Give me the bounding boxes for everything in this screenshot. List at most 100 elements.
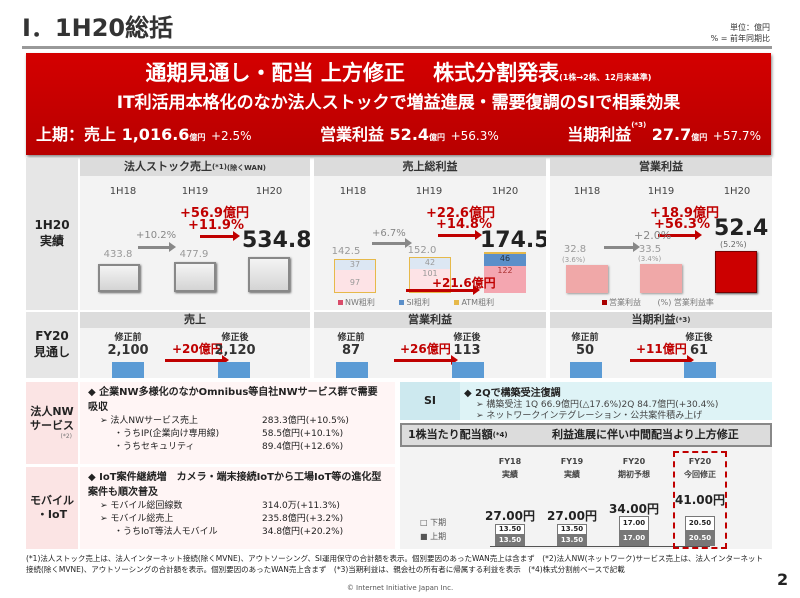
- after-value: 113: [453, 343, 481, 358]
- forecast-arrow: [394, 355, 458, 365]
- diff-amount: +22.6億円: [426, 206, 495, 221]
- row-label-1h20: 1H20 実績: [26, 158, 78, 310]
- diff-amount: +18.9億円: [650, 206, 719, 221]
- kpi-operating-profit: 営業利益 52.4億円 +56.3%: [319, 125, 499, 144]
- forecast-diff: +26億円: [400, 342, 451, 356]
- bar-value: 33.5: [638, 244, 662, 255]
- margin-value: (3.4%): [638, 255, 662, 263]
- after-label: 修正後: [221, 333, 249, 343]
- stacked-bar-1h20: 46 122: [484, 252, 526, 293]
- bar-value: 152.0: [407, 245, 437, 256]
- diff-pct: +14.8%: [436, 217, 492, 232]
- nw-segment: 101: [422, 269, 438, 278]
- before-value: 50: [575, 343, 595, 358]
- si-box: SI ◆ 2Qで構築受注復調 ➢ 構築受注 1Q 66.9億円(△17.6%)2…: [400, 382, 772, 421]
- nw-segment: 97: [349, 278, 361, 287]
- dividend-year: FY18: [498, 457, 522, 466]
- stock-sales-panel: 法人ストック売上(*1)(除くWAN) 1H18 1H19 1H20 +56.9…: [80, 158, 310, 310]
- after-label: 修正後: [685, 333, 713, 343]
- bar-1h18: [566, 265, 608, 293]
- dividend-bar-h2: 13.50: [495, 524, 525, 535]
- bar-value: 477.9: [179, 249, 209, 260]
- mobile-details: ◆ IoT案件継続増 カメラ・端末接続IoTから工場IoT等の進化型案件も順次普…: [80, 467, 395, 549]
- nw-segment: 122: [497, 266, 513, 275]
- title-divider: [22, 46, 772, 49]
- growth-arrow: [658, 230, 702, 240]
- year-label: 1H20: [255, 186, 283, 197]
- stacked-bar-1h19: 42 101: [409, 257, 451, 293]
- banner-kpis: 上期：売上 1,016.6億円 +2.5% 営業利益 52.4億円 +56.3%…: [36, 121, 761, 145]
- bar-1h19: [640, 264, 682, 293]
- baseline: [490, 546, 710, 547]
- bar-1h20: [715, 251, 757, 293]
- list-item: ➢ モバイル総売上 235.8億円(+3.2%): [100, 514, 344, 525]
- si-label: SI: [400, 382, 460, 420]
- dividend-bar-h1: 20.50: [685, 531, 715, 546]
- dividend-message: 利益進展に伴い中間配当より上方修正: [552, 428, 739, 441]
- prev-growth: +6.7%: [372, 228, 406, 239]
- forecast-diff: +11億円: [636, 342, 687, 356]
- forecast-net-income: 当期利益(*3) 修正前 50 +11億円 修正後 61: [550, 312, 772, 378]
- prev-growth-arrow: [138, 242, 176, 252]
- before-label: 修正前: [337, 333, 365, 343]
- list-item: ➢ ネットワークインテグレーション・公共案件積み上げ: [476, 411, 703, 421]
- gross-profit-panel: 売上総利益 1H18 1H19 1H20 +22.6億円 +14.8% 174.…: [314, 158, 546, 310]
- nw-diff-arrow: [406, 285, 480, 295]
- legend-h1: ■ 上期: [420, 532, 447, 541]
- mobile-label: モバイル ・IoT: [26, 467, 78, 549]
- page-title: Ⅰ．1H20総括: [22, 14, 174, 42]
- bar-value-current: 52.4: [714, 216, 769, 241]
- dividend-bar-h2: 20.50: [685, 516, 715, 531]
- dividend-bar-h1: 13.50: [495, 535, 525, 546]
- dividend-year: FY19: [560, 457, 584, 466]
- list-item: ・うちIoT等法人モバイル 34.8億円(+20.2%): [114, 527, 344, 538]
- legend-h2: □ 下期: [420, 518, 447, 527]
- year-label: 1H19: [647, 186, 675, 197]
- prev-growth: +2.0%: [634, 229, 672, 242]
- year-label: 1H18: [339, 186, 367, 197]
- dividend-bar-h2: 13.50: [557, 524, 587, 535]
- bar-1h19: [174, 262, 216, 292]
- before-label: 修正前: [571, 333, 599, 343]
- before-label: 修正前: [114, 333, 142, 343]
- after-value: 61: [689, 343, 709, 358]
- prev-growth-arrow: [372, 238, 412, 248]
- list-item: ・うちIP(企業向け専用線) 58.5億円(+10.1%): [114, 429, 344, 440]
- dividend-chart: □ 下期 ■ 上期 FY18 実績 27.00円 13.50 13.50 FY19 実績 27…: [400, 447, 772, 549]
- si-segment: 46: [484, 254, 526, 266]
- revised-highlight: [673, 451, 727, 549]
- before-value: 87: [341, 343, 361, 358]
- bar-value-current: 174.5: [480, 228, 546, 253]
- list-item: ・うちセキュリティ 89.4億円(+12.6%): [114, 442, 344, 453]
- bar-value-current: 534.8: [242, 228, 310, 253]
- panel-header: 売上: [80, 312, 310, 328]
- diff-pct: +11.9%: [188, 218, 244, 233]
- operating-profit-panel: 営業利益 1H18 1H19 1H20 +18.9億円 +56.3% 52.4 …: [550, 158, 772, 310]
- forecast-operating-profit: 営業利益 修正前 87 +26億円 修正後 113: [314, 312, 546, 378]
- forecast-sales: 売上 修正前 2,100 +20億円 修正後 2,120: [80, 312, 310, 378]
- dividend-year: FY20: [688, 457, 712, 466]
- copyright: © Internet Initiative Japan Inc.: [346, 584, 454, 592]
- bar-value: 433.8: [103, 249, 133, 260]
- before-bar: [336, 362, 368, 378]
- dividend-label: 実績: [502, 470, 518, 479]
- bar-value: 142.5: [331, 246, 361, 257]
- list-item: ➢ 構築受注 1Q 66.9億円(△17.6%)2Q 84.7億円(+30.4%…: [476, 400, 719, 410]
- dividend-bar-h2: 17.00: [619, 516, 649, 531]
- after-value: 2,120: [214, 343, 256, 358]
- nw-label: 法人NW サービス (*2): [26, 382, 78, 464]
- prev-growth-arrow: [604, 242, 640, 252]
- dividend-total: 27.00円: [485, 509, 535, 523]
- panel-header: 営業利益: [550, 158, 772, 176]
- margin-value: (5.2%): [720, 240, 747, 249]
- panel-header: 売上総利益: [314, 158, 546, 176]
- si-segment: 37: [335, 260, 375, 270]
- bar-value: 32.8: [563, 244, 587, 255]
- growth-arrow: [200, 231, 240, 241]
- nw-headline: ◆ 企業NW多様化のなかOmnibus等自社NWサービス群で需要吸収: [88, 387, 378, 413]
- page-number: 2: [777, 570, 789, 589]
- pct-note: % = 前年同期比: [710, 34, 770, 43]
- after-bar: [684, 362, 716, 378]
- year-label: 1H19: [415, 186, 443, 197]
- si-segment: 42: [410, 258, 450, 269]
